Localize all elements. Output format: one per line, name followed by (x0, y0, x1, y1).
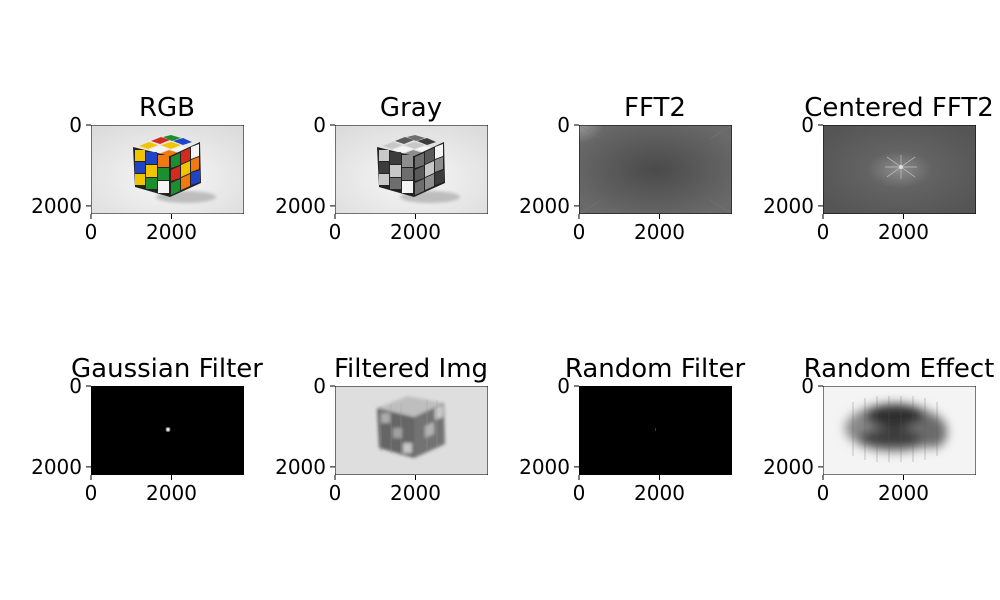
x-tick-label: 0 (85, 481, 98, 505)
x-tick-label: 2000 (390, 481, 441, 505)
x-tick-label: 2000 (390, 220, 441, 244)
axis-ticks: 0 2000 0 2000 (275, 374, 441, 505)
y-tick-label: 2000 (31, 194, 82, 218)
axis-ticks: 0 2000 0 2000 (31, 374, 197, 505)
panel-title: FFT2 (624, 93, 686, 123)
panel-image (579, 386, 732, 475)
axis-ticks: 0 2000 0 2000 (275, 113, 441, 244)
y-tick-label: 2000 (275, 455, 326, 479)
axis-ticks: 0 2000 0 2000 (763, 374, 929, 505)
x-tick-label: 2000 (146, 481, 197, 505)
x-tick-label: 0 (817, 220, 830, 244)
panel-title: RGB (139, 93, 195, 123)
panel-random-filter: Random Filter 0 2000 0 2000 (519, 354, 745, 505)
y-tick-label: 2000 (763, 194, 814, 218)
y-tick-label: 0 (313, 113, 326, 137)
axis-ticks: 0 2000 0 2000 (31, 113, 197, 244)
x-tick-label: 0 (85, 220, 98, 244)
x-tick-label: 0 (573, 220, 586, 244)
cube-left-face (377, 147, 414, 197)
y-tick-label: 0 (557, 374, 570, 398)
panel-gray: Gray (275, 93, 488, 244)
y-tick-label: 0 (69, 113, 82, 137)
panel-title: Random Effect (804, 354, 995, 384)
panel-fft2: FFT2 0 2000 0 2000 (519, 93, 732, 244)
panel-rgb: RGB (31, 93, 244, 244)
cube-right-face (414, 142, 445, 197)
x-tick-label: 0 (573, 481, 586, 505)
panel-image (335, 125, 488, 214)
panel-image (823, 125, 976, 214)
panel-centered-fft2: Centered FFT2 0 2000 0 2000 (763, 93, 994, 244)
y-tick-label: 2000 (519, 194, 570, 218)
x-tick-label: 2000 (878, 481, 929, 505)
y-tick-label: 0 (801, 374, 814, 398)
panel-image (91, 386, 244, 475)
panel-title: Centered FFT2 (804, 93, 994, 123)
y-tick-label: 2000 (31, 455, 82, 479)
x-tick-label: 0 (329, 220, 342, 244)
panel-title: Random Filter (565, 354, 746, 384)
axis-ticks: 0 2000 0 2000 (519, 374, 685, 505)
panel-image (91, 125, 244, 214)
y-tick-label: 0 (313, 374, 326, 398)
x-tick-label: 0 (817, 481, 830, 505)
panel-title: Gaussian Filter (71, 354, 263, 384)
y-tick-label: 2000 (763, 455, 814, 479)
cube-right-face (170, 142, 201, 197)
panel-image (579, 125, 732, 214)
x-tick-label: 2000 (878, 220, 929, 244)
panel-filtered-img: Filtered Img (275, 354, 488, 505)
axis-ticks: 0 2000 0 2000 (519, 113, 685, 244)
y-tick-label: 0 (557, 113, 570, 137)
y-tick-label: 2000 (275, 194, 326, 218)
panel-random-effect: Random Effect (763, 354, 994, 505)
y-tick-label: 2000 (519, 455, 570, 479)
panel-image (335, 386, 488, 475)
panel-image (823, 386, 976, 475)
cube-left-face (133, 147, 170, 197)
x-tick-label: 2000 (634, 481, 685, 505)
x-tick-label: 0 (329, 481, 342, 505)
x-tick-label: 2000 (146, 220, 197, 244)
x-tick-label: 2000 (634, 220, 685, 244)
y-tick-label: 0 (69, 374, 82, 398)
panel-gaussian-filter: Gaussian Filter 0 2000 0 2000 (31, 354, 263, 505)
cube-top-face (377, 135, 444, 157)
axis-ticks: 0 2000 0 2000 (763, 113, 929, 244)
panel-title: Filtered Img (334, 354, 488, 384)
panel-title: Gray (380, 93, 442, 123)
y-tick-label: 0 (801, 113, 814, 137)
